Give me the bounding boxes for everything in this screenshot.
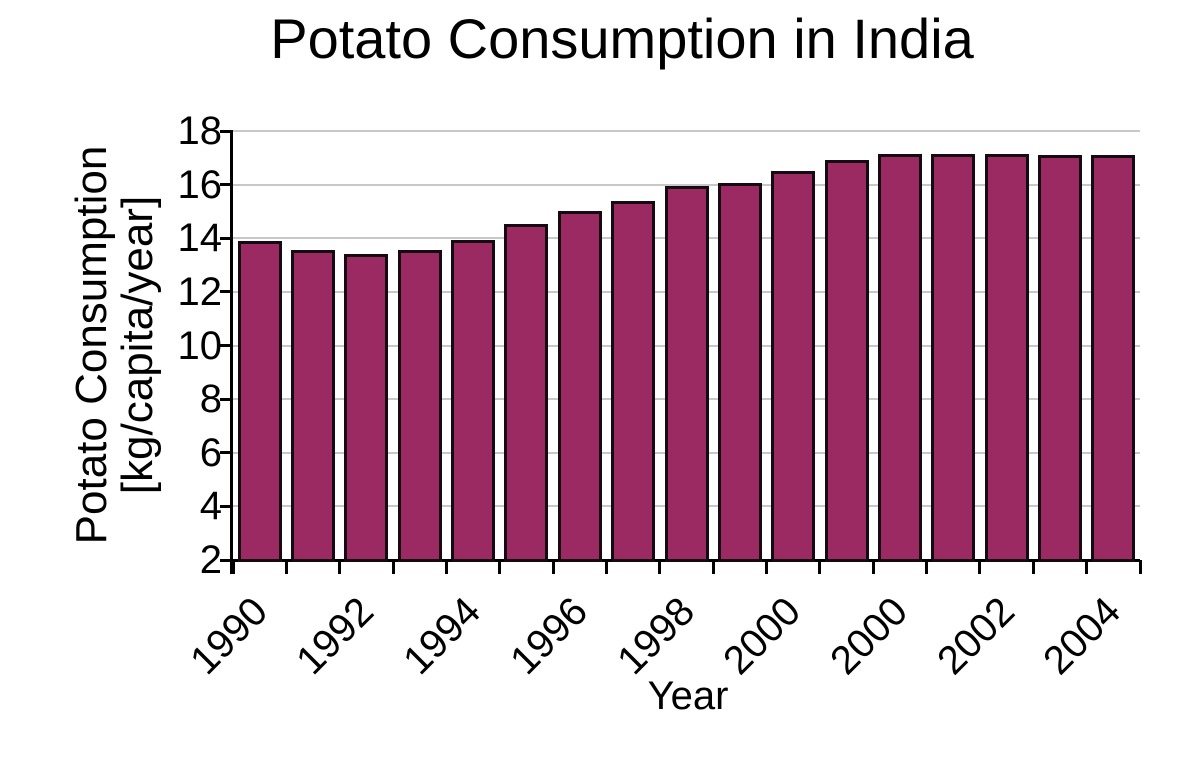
y-tick-label-16: 16 <box>177 162 223 207</box>
x-tick <box>1138 560 1142 574</box>
y-tick-label-12: 12 <box>177 269 223 314</box>
chart-title: Potato Consumption in India <box>270 7 974 70</box>
bar-2004 <box>984 153 1029 562</box>
x-tick <box>444 560 448 574</box>
x-tick <box>338 560 342 574</box>
y-tick-label-14: 14 <box>177 216 223 261</box>
x-tick <box>391 560 395 574</box>
bar-1997 <box>611 200 656 562</box>
bar-2006 <box>1091 155 1136 562</box>
bar-2002 <box>877 153 922 562</box>
bar-1990 <box>237 240 282 562</box>
x-tick <box>551 560 555 574</box>
y-tick-label-6: 6 <box>199 430 222 475</box>
bar-2003 <box>931 153 976 562</box>
bar-1996 <box>557 211 602 562</box>
y-tick-14 <box>220 236 233 240</box>
bar-1995 <box>504 223 549 562</box>
x-tick <box>818 560 822 574</box>
bar-2000 <box>771 171 816 562</box>
y-tick-16 <box>220 183 233 187</box>
y-tick-2 <box>220 558 233 562</box>
bar-1999 <box>717 183 762 562</box>
bar-chart: Potato Consumption in India Potato Consu… <box>67 7 1142 718</box>
y-tick-label-10: 10 <box>177 323 223 368</box>
x-tick <box>978 560 982 574</box>
x-tick <box>925 560 929 574</box>
x-tick <box>871 560 875 574</box>
bar-2001 <box>824 160 869 562</box>
y-tick-label-4: 4 <box>199 484 222 529</box>
y-tick-12 <box>220 290 233 294</box>
y-axis-line <box>230 131 233 574</box>
x-tick <box>498 560 502 574</box>
x-tick <box>658 560 662 574</box>
bar-1991 <box>291 250 336 562</box>
y-axis-title-line1: Potato Consumption <box>67 145 116 545</box>
y-tick-6 <box>220 451 233 455</box>
y-tick-label-2: 2 <box>199 538 222 582</box>
x-tick <box>765 560 769 574</box>
y-tick-label-18: 18 <box>177 109 223 153</box>
gridline-16 <box>233 183 1140 186</box>
x-tick <box>1031 560 1035 574</box>
x-tick <box>604 560 608 574</box>
y-tick-label-8: 8 <box>199 377 222 422</box>
gridline-18 <box>233 130 1140 132</box>
bar-1998 <box>664 185 709 562</box>
bar-2005 <box>1037 155 1082 562</box>
x-tick <box>284 560 288 574</box>
x-tick <box>1085 560 1089 574</box>
bar-1992 <box>344 254 389 562</box>
x-axis-title: Year <box>647 674 729 718</box>
bar-1993 <box>397 250 442 562</box>
y-tick-8 <box>220 397 233 401</box>
y-tick-4 <box>220 504 233 508</box>
y-tick-18 <box>220 129 233 133</box>
x-tick <box>231 560 235 574</box>
bar-1994 <box>451 239 496 562</box>
y-tick-10 <box>220 344 233 347</box>
x-tick <box>711 560 715 574</box>
